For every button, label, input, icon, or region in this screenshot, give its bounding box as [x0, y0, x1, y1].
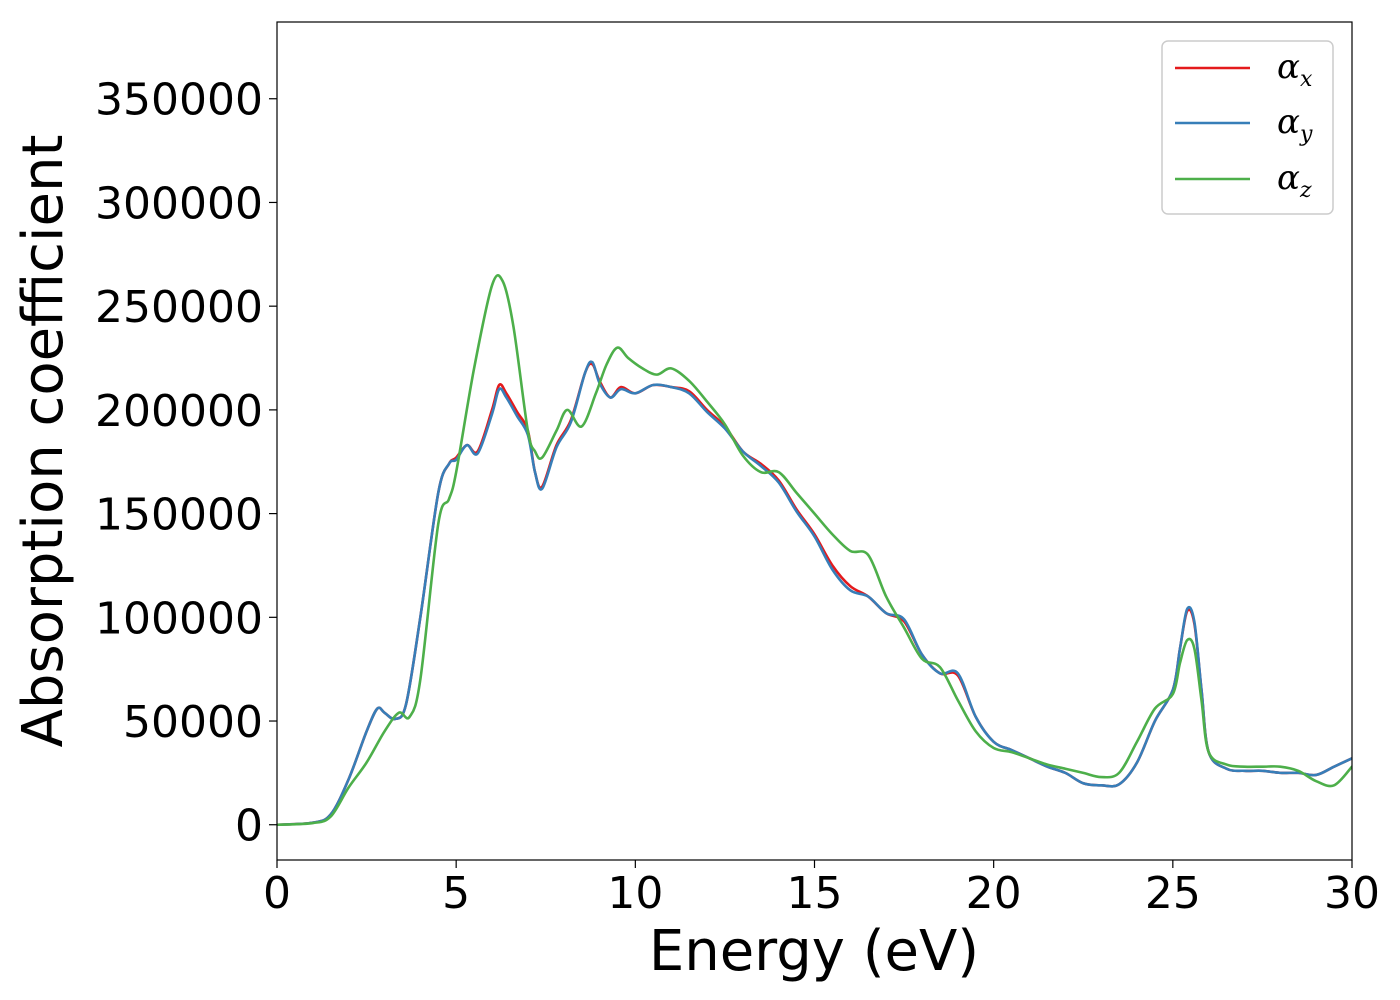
y-tick-label: 100000 — [95, 593, 263, 644]
legend-box — [1161, 40, 1334, 215]
x-tick-label: 30 — [1324, 868, 1380, 919]
y-axis-label: Absorption coefficient — [11, 135, 76, 748]
x-tick-label: 0 — [263, 868, 291, 919]
legend-label-x: αx — [1277, 47, 1313, 92]
legend-label-subscript: y — [1299, 122, 1313, 147]
x-tick-label: 15 — [787, 868, 843, 919]
y-axis-ticks: 0 50000 100000 150000 200000 250000 300000 3500… — [95, 75, 277, 852]
x-axis-label: Energy (eV) — [649, 919, 979, 984]
legend-label-subscript: x — [1300, 67, 1313, 92]
x-tick-label: 20 — [966, 868, 1022, 919]
y-tick-label: 50000 — [123, 697, 263, 748]
y-tick-label: 300000 — [95, 178, 263, 229]
legend-label-y: αy — [1277, 102, 1313, 147]
series-line-y — [277, 360, 1352, 827]
legend-label-main: α — [1277, 102, 1300, 142]
x-tick-label: 10 — [607, 868, 663, 919]
x-tick-label: 5 — [442, 868, 470, 919]
legend-label-z: αz — [1277, 158, 1312, 203]
y-tick-label: 350000 — [95, 75, 263, 126]
series-line-z — [277, 274, 1352, 827]
y-tick-label: 200000 — [95, 386, 263, 437]
y-tick-label: 150000 — [95, 490, 263, 541]
plot-area — [277, 274, 1352, 827]
y-tick-label: 0 — [235, 801, 263, 852]
y-tick-label: 250000 — [95, 282, 263, 333]
legend-label-subscript: z — [1299, 178, 1312, 203]
series-layer — [277, 274, 1352, 827]
legend-label-main: α — [1277, 158, 1300, 198]
x-axis-ticks: 0 5 10 15 20 25 30 — [263, 860, 1380, 919]
legend-label-main: α — [1277, 47, 1300, 87]
x-tick-label: 25 — [1145, 868, 1201, 919]
